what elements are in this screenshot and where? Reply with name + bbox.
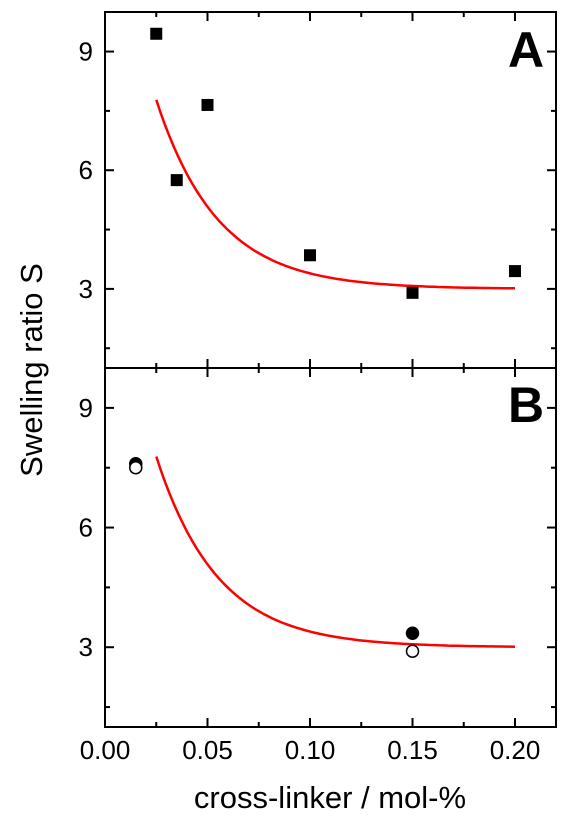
data-point-square (150, 27, 163, 40)
x-tick-label: 0.10 (285, 735, 336, 765)
y-tick-label: 6 (79, 155, 93, 185)
y-tick-label: 6 (79, 513, 93, 543)
data-point-square (406, 286, 419, 299)
data-point-open-circle (405, 644, 420, 658)
x-tick-label: 0.15 (387, 735, 438, 765)
x-axis-title: cross-linker / mol-% (194, 780, 466, 815)
data-point-open-circle (129, 460, 143, 475)
panel-b: 0.00 0.05 0.10 0.15 0.20 3 6 9 (79, 367, 557, 765)
x-tick-label: 0.00 (80, 735, 131, 765)
x-tick-label: 0.05 (182, 735, 233, 765)
data-point-square (170, 174, 183, 187)
data-point-filled-circle (405, 626, 420, 641)
y-axis-title: Swelling ratio S (14, 263, 49, 477)
panel-a-letter: A (508, 22, 544, 78)
data-point-square (509, 265, 521, 278)
panel-a: 3 6 9 (79, 11, 557, 369)
plot-frame (104, 11, 557, 369)
fit-curve (155, 456, 516, 648)
plot-frame (104, 367, 557, 728)
y-tick-label: 3 (79, 632, 93, 662)
data-point-square (304, 249, 316, 262)
x-tick-label: 0.20 (490, 735, 541, 765)
data-point-square (201, 98, 214, 111)
y-tick-label: 9 (79, 37, 93, 67)
fit-curve (155, 99, 515, 290)
panel-b-letter: B (508, 377, 544, 433)
y-tick-label: 9 (79, 393, 93, 423)
y-tick-label: 3 (79, 274, 93, 304)
